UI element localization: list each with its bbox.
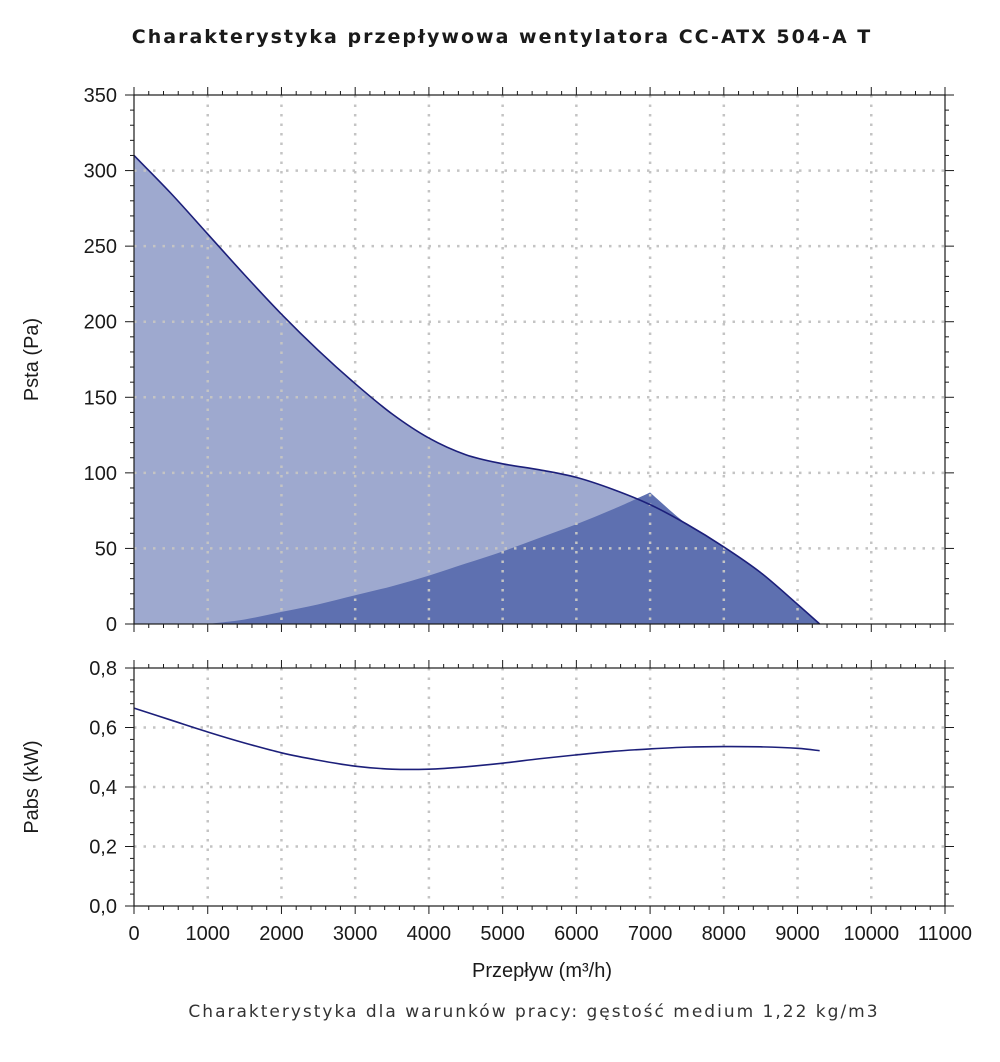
x-tick-label: 2000 [259, 923, 304, 945]
x-tick-label: 0 [128, 923, 139, 945]
power-curve [133, 707, 820, 771]
x-tick-label: 8000 [702, 923, 747, 945]
y-tick-label: 250 [84, 236, 117, 258]
y-tick-label: 0,2 [89, 837, 117, 859]
y-axis-label: Pabs (kW) [21, 740, 43, 833]
y-tick-label: 100 [84, 463, 117, 485]
y-tick-label: 0,0 [89, 896, 117, 918]
grid [134, 95, 945, 624]
x-tick-label: 10000 [843, 923, 899, 945]
chart-title: Charakterystyka przepływowa wentylatora … [132, 26, 872, 48]
x-tick-label: 11000 [918, 923, 972, 945]
axis-ticks [125, 660, 954, 914]
footnote: Charakterystyka dla warunków pracy: gęst… [188, 1002, 879, 1022]
x-axis-label: Przepływ (m³/h) [472, 960, 612, 982]
y-tick-label: 0 [106, 614, 117, 636]
y-tick-label: 0,8 [89, 658, 117, 680]
y-tick-label: 150 [84, 387, 117, 409]
y-tick-label: 200 [84, 312, 117, 334]
axis-ticks [125, 87, 954, 632]
pressure-panel: 0 50 100 150 200 250 300 350 Psta (Pa) [21, 85, 954, 636]
y-tick-label: 0,4 [89, 777, 117, 799]
grid [134, 668, 945, 906]
x-tick-label: 5000 [480, 923, 525, 945]
operating-area-dark [207, 492, 820, 624]
y-axis-label: Psta (Pa) [21, 318, 43, 401]
x-tick-label: 7000 [628, 923, 673, 945]
x-tick-label: 4000 [407, 923, 452, 945]
pressure-curve [133, 154, 821, 625]
y-tick-label: 300 [84, 161, 117, 183]
y-tick-label: 350 [84, 85, 117, 107]
x-tick-label: 6000 [554, 923, 599, 945]
power-panel: 0,0 0,2 0,4 0,6 0,8 0 1000 2000 3000 4000 5000 6000… [21, 658, 972, 945]
x-tick-label: 9000 [775, 923, 820, 945]
y-tick-label: 50 [95, 538, 117, 560]
x-tick-label: 1000 [185, 923, 230, 945]
plot-frame [133, 94, 946, 625]
plot-frame [133, 667, 946, 907]
y-tick-label: 0,6 [89, 718, 117, 740]
x-tick-label: 3000 [333, 923, 378, 945]
